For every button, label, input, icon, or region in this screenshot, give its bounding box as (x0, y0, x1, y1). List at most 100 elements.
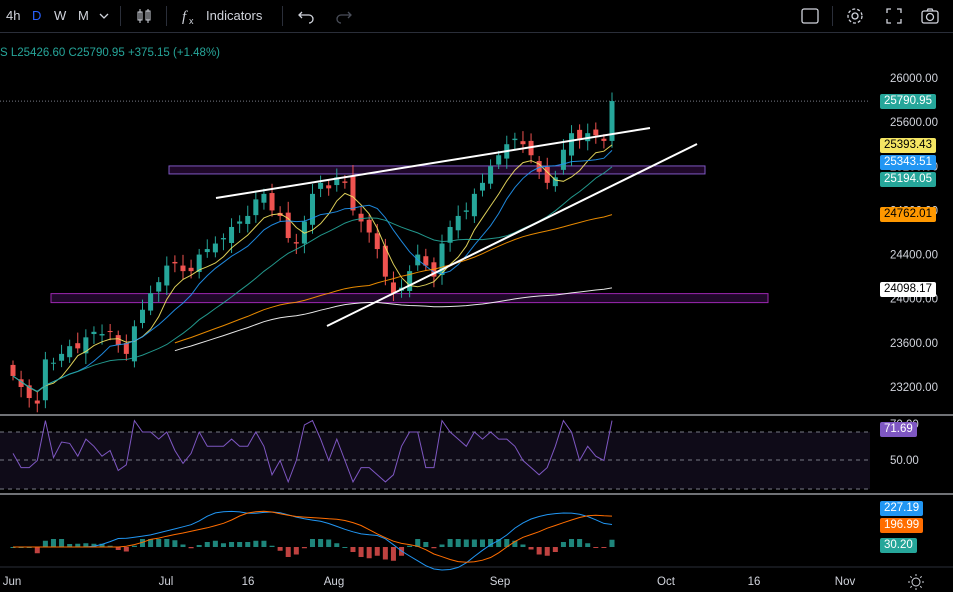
candle-body (83, 337, 89, 354)
macd-histogram-bar (334, 543, 340, 547)
candle-body (156, 282, 162, 292)
moving-average-line (12, 144, 613, 393)
moving-average-line (174, 214, 613, 344)
candle-body (164, 265, 170, 286)
candles (10, 92, 615, 413)
macd-histogram-bar (569, 539, 575, 547)
candle-body (269, 193, 275, 211)
macd-histogram-bar (560, 542, 566, 547)
candles-icon[interactable] (134, 6, 154, 26)
candle-body (204, 249, 210, 253)
interval-w[interactable]: W (54, 8, 67, 23)
candle-body (10, 364, 16, 376)
toolbar-divider (166, 6, 167, 26)
macd-value-badge: 196.99 (880, 518, 924, 533)
macd-histogram-bar (67, 544, 73, 547)
camera-icon[interactable] (920, 6, 940, 26)
macd-histogram-bar (390, 547, 396, 561)
macd-histogram-bar (164, 539, 170, 547)
candle-body (544, 166, 550, 183)
candle-body (123, 343, 129, 354)
macd-histogram-bar (75, 543, 81, 547)
fullscreen-icon[interactable] (884, 6, 904, 26)
candle-body (358, 213, 364, 222)
macd-line (13, 510, 613, 571)
x-tick-label: 16 (242, 576, 255, 588)
macd-histogram-bar (245, 542, 251, 547)
price-badge: 24098.17 (880, 282, 936, 297)
macd-histogram-bar (455, 539, 461, 547)
macd-histogram-bar (479, 539, 485, 547)
macd-histogram-bar (504, 539, 510, 547)
interval-m[interactable]: M (78, 8, 89, 23)
x-tick-label: Oct (657, 576, 676, 588)
sun-ray (909, 575, 913, 579)
time-axis-settings-icon[interactable] (908, 574, 924, 590)
moving-average-line (12, 150, 613, 392)
square-icon[interactable] (800, 6, 820, 26)
candle-body (196, 254, 202, 272)
interval-4h[interactable]: 4h (6, 8, 21, 23)
candle-body (309, 193, 316, 225)
price-badge: 25194.05 (880, 172, 936, 187)
candle-body (301, 221, 307, 244)
candle-body (488, 166, 494, 184)
candle-body (229, 226, 235, 243)
interval-d[interactable]: D (32, 8, 42, 23)
candle-body (253, 199, 259, 216)
candle-body (463, 210, 469, 212)
macd-histogram-bar (601, 547, 607, 548)
x-tick-label: Aug (324, 576, 344, 588)
upper-trendline (215, 127, 651, 199)
gear-icon[interactable] (845, 6, 865, 26)
candle-body (601, 138, 607, 141)
macd-histogram-bar (536, 547, 542, 555)
candle-body (220, 238, 226, 240)
macd-histogram-bar (107, 545, 113, 547)
indicators-button[interactable]: Indicators (206, 8, 263, 23)
macd-histogram-bar (115, 547, 121, 550)
macd-histogram-bar (229, 542, 235, 547)
candle-body (374, 233, 380, 250)
candle-body (245, 215, 251, 224)
macd-histogram-bar (156, 539, 162, 547)
candle-body (479, 182, 485, 191)
macd-histogram-bar (496, 539, 502, 547)
macd-histogram-bar (180, 544, 186, 547)
candle-body (107, 331, 113, 333)
macd-histogram-bar (488, 539, 494, 547)
x-tick-label: Nov (835, 576, 856, 588)
macd-histogram-bar (293, 547, 299, 555)
macd-histogram-bar (309, 539, 316, 547)
redo-icon[interactable] (334, 6, 354, 26)
macd-histogram-bar (326, 539, 332, 547)
candle-body (536, 161, 542, 172)
candle-body (423, 256, 429, 266)
x-tick-label: Sep (490, 576, 510, 588)
macd-histogram-bar (439, 544, 445, 547)
candle-body (382, 245, 388, 277)
candle-body (59, 353, 65, 361)
macd-histogram-bar (463, 539, 469, 547)
price-badge: 25343.51 (880, 155, 936, 170)
macd-histogram-bar (99, 543, 105, 547)
candle-body (366, 219, 372, 233)
macd-histogram-bar (301, 547, 307, 549)
macd-histogram-bar (220, 543, 226, 547)
macd-histogram-bar (374, 547, 380, 556)
undo-icon[interactable] (296, 6, 316, 26)
chevron-down-icon[interactable] (98, 11, 110, 21)
macd-histogram-bar (366, 547, 372, 559)
macd-histogram-bar (431, 547, 437, 549)
candle-body (342, 181, 348, 183)
sun-ray (909, 585, 913, 589)
candle-body (148, 293, 154, 311)
macd-histogram-bar (447, 539, 453, 547)
macd-histogram-bar (285, 547, 291, 557)
macd-histogram-bar (350, 547, 356, 552)
candle-body (99, 334, 105, 336)
candle-body (496, 155, 502, 165)
candle-body (115, 335, 121, 346)
